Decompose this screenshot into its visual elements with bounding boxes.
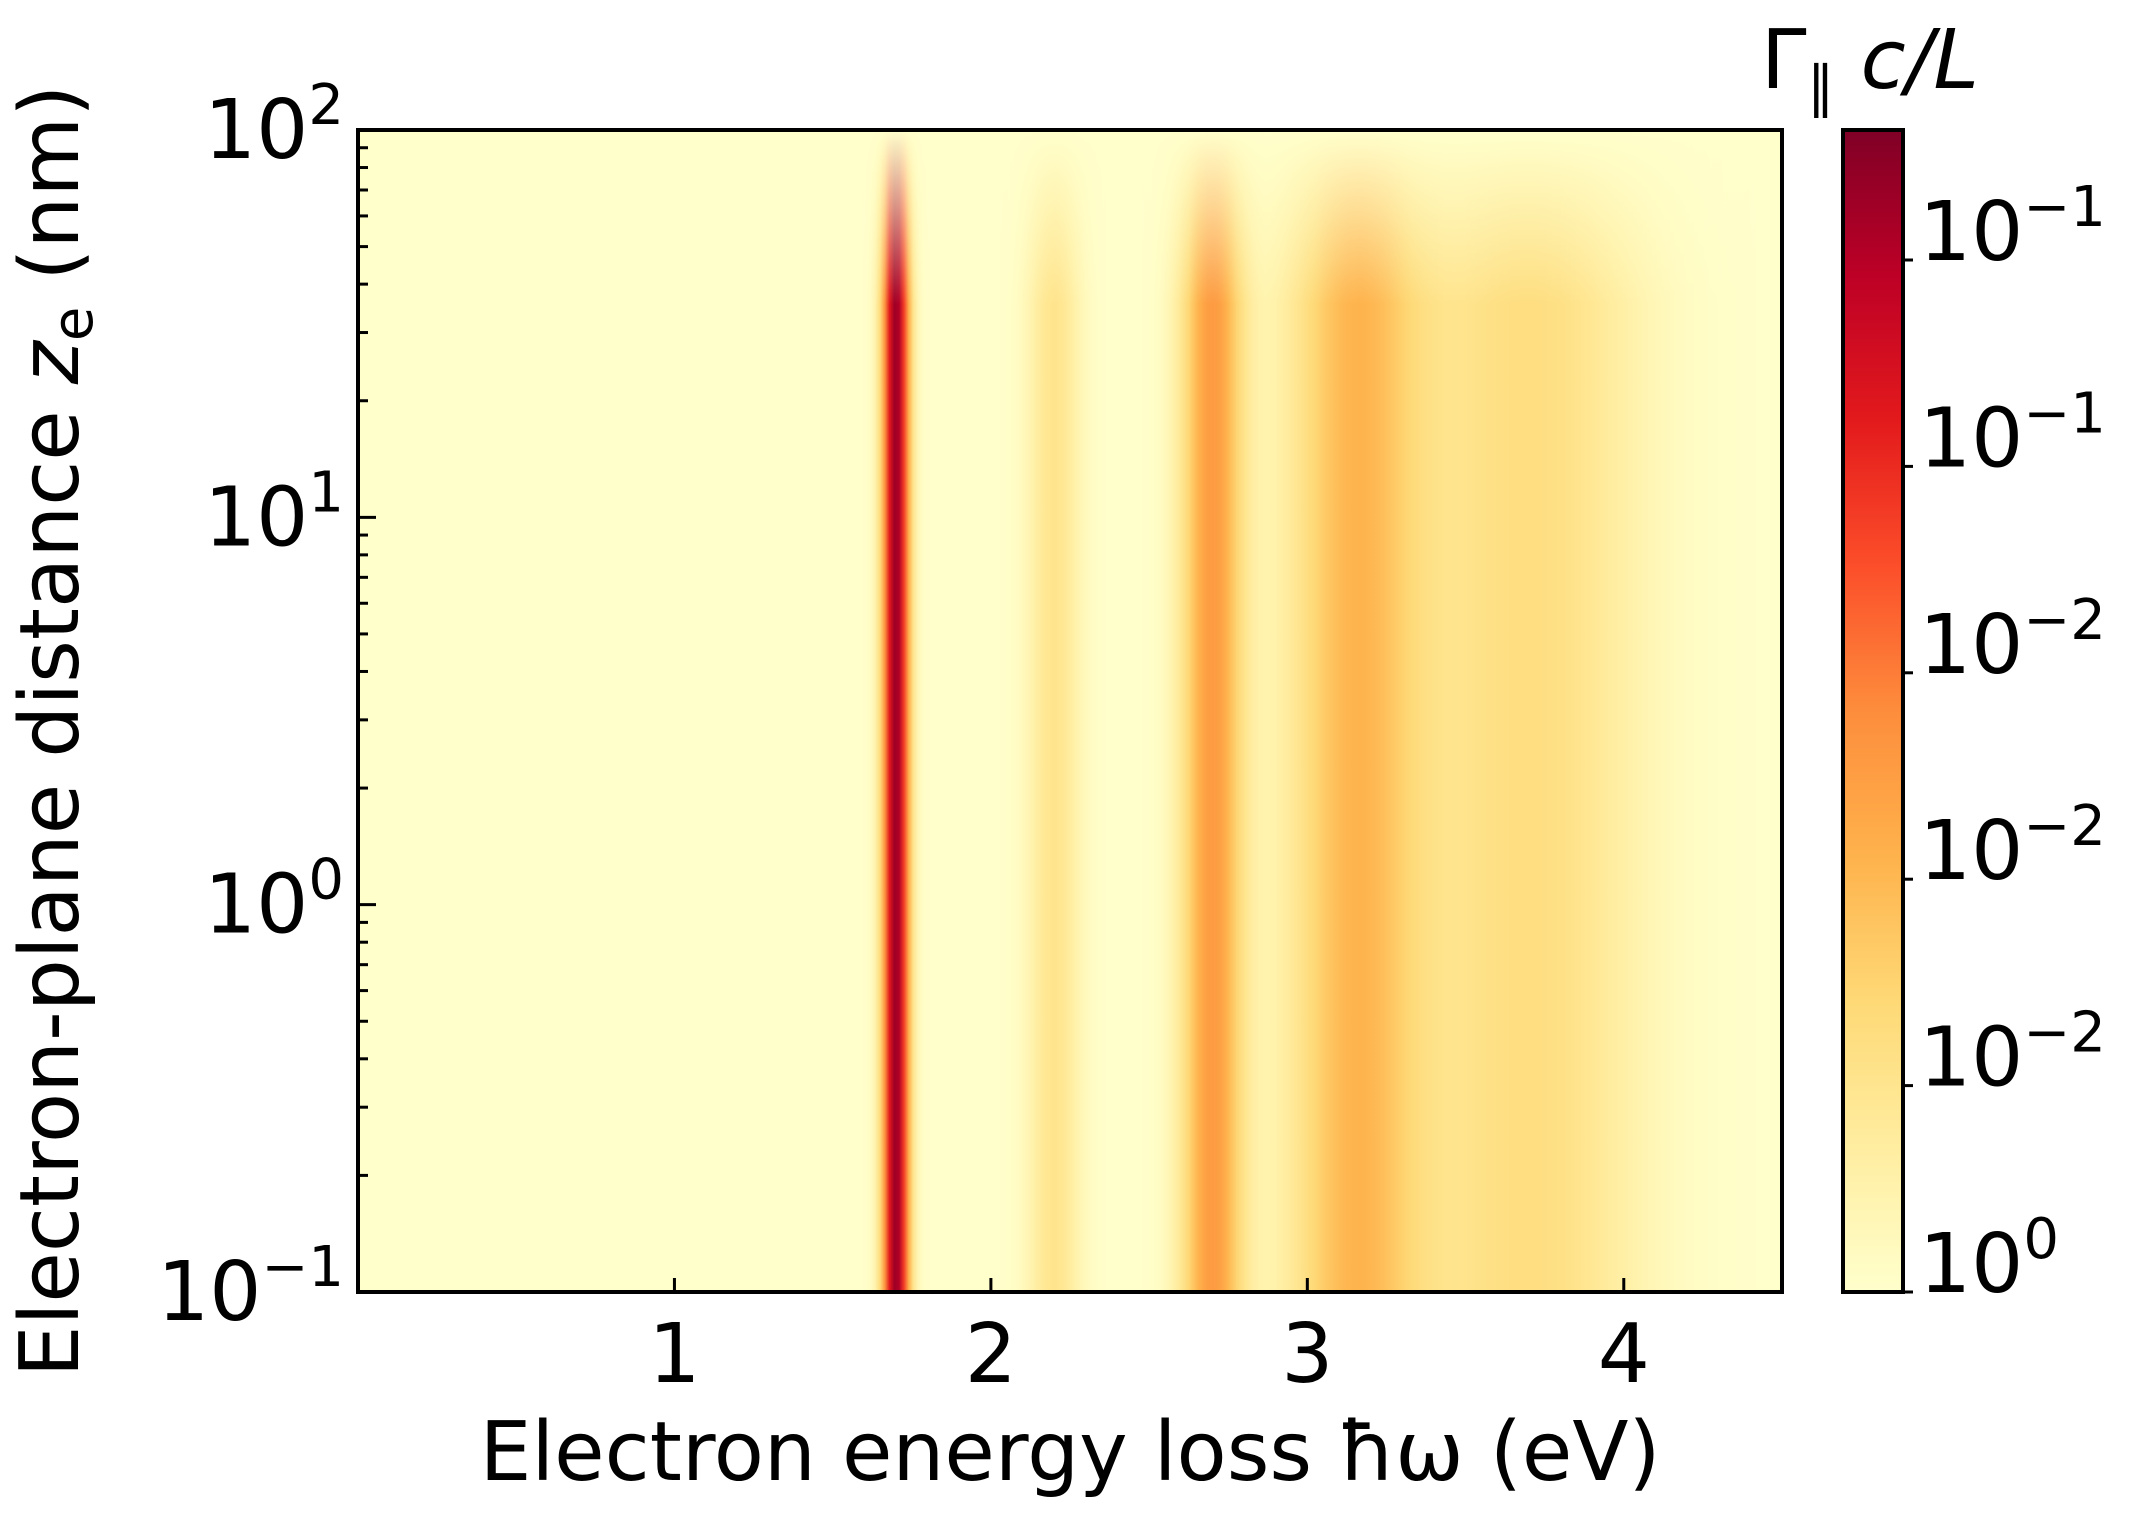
plot-frame bbox=[356, 128, 1784, 1294]
x-tick-label: 3 bbox=[1281, 1307, 1333, 1402]
x-axis-label: Electron energy loss ħω (eV) bbox=[480, 1405, 1661, 1500]
y-tick-label: 10−1 bbox=[157, 1235, 344, 1340]
colorbar-tick-label: 100 bbox=[1919, 1207, 2059, 1312]
plot-area bbox=[356, 128, 1784, 1294]
colorbar-tick-label: 10−1 bbox=[1919, 175, 2106, 280]
colorbar-tick-label: 10−2 bbox=[1919, 588, 2106, 693]
colorbar: 100 10−2 10−2 10−2 10−1 10−1 Γ∥ c/L bbox=[1761, 13, 2106, 1312]
colorbar-tick-label: 10−2 bbox=[1919, 794, 2106, 899]
colorbar-frame bbox=[1841, 128, 1905, 1294]
y-tick-label: 101 bbox=[204, 460, 344, 565]
colorbar-gradient bbox=[1843, 130, 1903, 1292]
colorbar-tick-label: 10−2 bbox=[1919, 1001, 2106, 1106]
colorbar-label: Γ∥ c/L bbox=[1761, 13, 1979, 120]
colorbar-ticks: 100 10−2 10−2 10−2 10−1 10−1 bbox=[1903, 175, 2106, 1312]
x-tick-label: 1 bbox=[648, 1307, 700, 1402]
x-tick-label: 4 bbox=[1598, 1307, 1650, 1402]
x-axis: 1 2 3 4 bbox=[648, 1278, 1650, 1402]
colorbar-tick-label: 10−1 bbox=[1919, 381, 2106, 486]
y-tick-label: 102 bbox=[204, 73, 344, 178]
y-axis-label: Electron-plane distance ze (nm) bbox=[3, 85, 106, 1377]
heatmap-top-fade bbox=[358, 130, 1782, 1292]
y-tick-label: 100 bbox=[204, 848, 344, 953]
y-axis: 10−1 100 101 102 bbox=[157, 73, 376, 1340]
x-tick-label: 2 bbox=[965, 1307, 1017, 1402]
